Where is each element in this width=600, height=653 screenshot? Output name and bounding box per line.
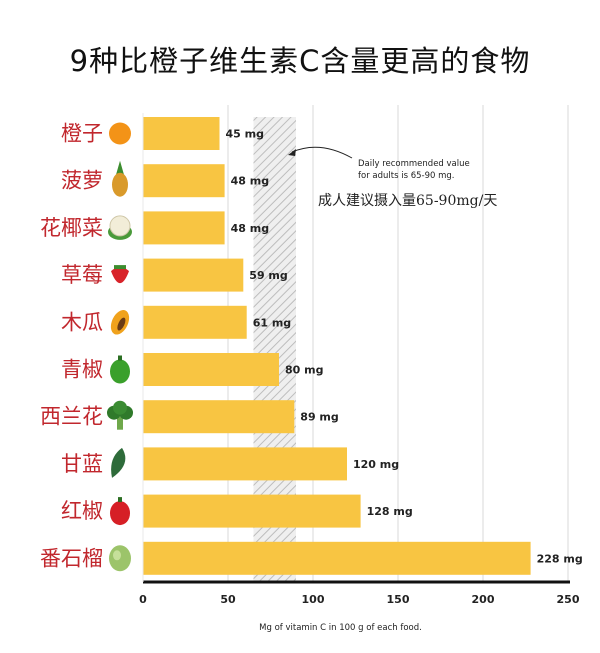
value-label-0: 45 mg	[226, 128, 264, 141]
bar-0	[143, 117, 220, 150]
kale-icon	[111, 447, 126, 478]
guava-icon	[109, 545, 131, 572]
category-label-5: 青椒	[61, 358, 103, 382]
category-label-4: 木瓜	[61, 310, 103, 334]
chart-title: 9种比橙子维生素C含量更高的食物	[69, 44, 531, 78]
value-label-2: 48 mg	[231, 222, 269, 235]
annotation-arrow	[291, 146, 353, 159]
bar-3	[143, 258, 244, 292]
value-label-4: 61 mg	[253, 316, 291, 329]
x-tick-label-200: 200	[472, 593, 495, 606]
label-layer: 45 mg 橙子 48 mg 菠萝 48 mg 花椰菜 59 mg 草莓 61 mg 木瓜 80 m…	[40, 122, 583, 571]
category-label-9: 番石榴	[40, 546, 103, 570]
bar-layer	[143, 117, 531, 575]
annotation-cn: 成人建议摄入量65-90mg/天	[318, 193, 497, 209]
bar-4	[143, 305, 247, 339]
value-label-6: 89 mg	[300, 411, 338, 424]
value-label-8: 128 mg	[367, 505, 413, 518]
annotation-line2: for adults is 65-90 mg.	[358, 171, 454, 181]
icon-layer	[107, 122, 133, 572]
bar-1	[143, 164, 225, 198]
annotation-layer: Daily recommended value for adults is 65-…	[288, 146, 497, 209]
bar-2	[143, 211, 225, 245]
value-label-9: 228 mg	[537, 552, 583, 565]
strawberry-icon	[111, 265, 129, 284]
bar-8	[143, 494, 361, 528]
category-label-3: 草莓	[61, 263, 103, 287]
broccoli-icon	[107, 400, 133, 430]
category-label-6: 西兰花	[40, 405, 103, 429]
category-label-0: 橙子	[61, 122, 103, 146]
value-label-7: 120 mg	[353, 458, 399, 471]
x-axis-title: Mg of vitamin C in 100 g of each food.	[259, 623, 422, 633]
axis-layer: 0 50 100 150 200 250 Mg of vitamin C in 100 g …	[139, 113, 580, 633]
category-label-1: 菠萝	[61, 169, 103, 193]
value-label-5: 80 mg	[285, 364, 323, 377]
papaya-icon	[110, 310, 130, 335]
pineapple-icon	[112, 160, 128, 197]
x-tick-label-250: 250	[557, 593, 580, 606]
orange-icon	[109, 122, 131, 145]
x-tick-label-100: 100	[302, 593, 325, 606]
x-tick-label-50: 50	[220, 593, 236, 606]
red-pepper-icon	[110, 497, 130, 526]
green-pepper-icon	[110, 355, 130, 384]
category-label-8: 红椒	[61, 499, 103, 523]
cauliflower-icon	[108, 215, 132, 240]
x-tick-label-0: 0	[139, 593, 147, 606]
value-label-1: 48 mg	[231, 175, 269, 188]
annotation-arrowhead	[288, 149, 296, 156]
bar-6	[143, 400, 295, 434]
category-label-7: 甘蓝	[61, 452, 103, 476]
annotation-line1: Daily recommended value	[358, 159, 470, 169]
category-label-2: 花椰菜	[40, 216, 103, 240]
bar-7	[143, 447, 347, 481]
bar-5	[143, 353, 279, 386]
bar-9	[143, 541, 531, 575]
x-tick-label-150: 150	[387, 593, 410, 606]
value-label-3: 59 mg	[249, 269, 287, 282]
